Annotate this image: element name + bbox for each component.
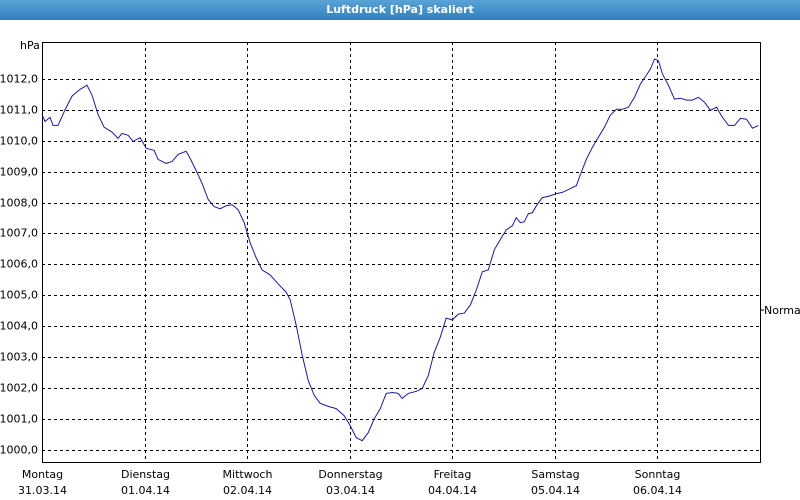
y-tick-label: 1005,0 (0, 289, 38, 302)
y-tick-label: 1000,0 (0, 444, 38, 457)
x-tick-label: Mittwoch (223, 468, 273, 481)
x-tick-date: 06.04.14 (633, 484, 682, 497)
annotation: Normal (764, 304, 800, 317)
y-axis-label: hPa (20, 39, 40, 52)
y-tick-label: 1004,0 (0, 320, 38, 333)
x-tick-date: 03.04.14 (326, 484, 375, 497)
y-tick-label: 1007,0 (0, 227, 38, 240)
x-tick-date: 05.04.14 (531, 484, 580, 497)
y-tick-label: 1009,0 (0, 166, 38, 179)
x-tick-label: Donnerstag (318, 468, 382, 481)
y-tick-label: 1008,0 (0, 197, 38, 210)
x-tick-label: Montag (22, 468, 63, 481)
chart-background (0, 20, 800, 500)
x-tick-label: Dienstag (121, 468, 170, 481)
title-bar: Luftdruck [hPa] skaliert (0, 0, 800, 20)
y-tick-label: 1010,0 (0, 135, 38, 148)
x-tick-date: 31.03.14 (18, 484, 67, 497)
y-tick-label: 1001,0 (0, 413, 38, 426)
y-tick-label: 1006,0 (0, 258, 38, 271)
y-tick-label: 1002,0 (0, 382, 38, 395)
x-tick-date: 04.04.14 (428, 484, 477, 497)
plot-border (42, 42, 761, 463)
y-tick-label: 1003,0 (0, 351, 38, 364)
x-tick-label: Sonntag (635, 468, 681, 481)
x-tick-label: Samstag (531, 468, 579, 481)
x-tick-label: Freitag (434, 468, 472, 481)
x-tick-date: 02.04.14 (223, 484, 272, 497)
y-tick-label: 1011,0 (0, 104, 38, 117)
x-tick-date: 01.04.14 (121, 484, 170, 497)
data-line (41, 58, 759, 442)
y-tick-label: 1012,0 (0, 73, 38, 86)
